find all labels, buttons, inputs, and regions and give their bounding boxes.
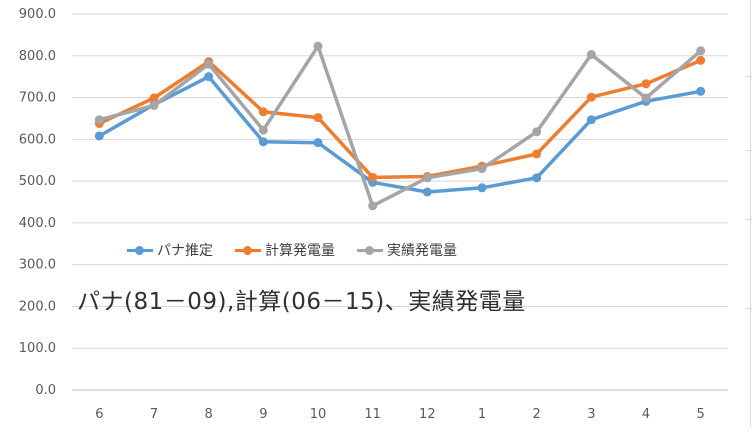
data-point-series-0 <box>258 137 268 147</box>
legend-item-series-1: 計算発電量 <box>235 240 335 260</box>
series-lines <box>94 41 706 211</box>
right-border-line <box>750 0 751 427</box>
x-tick-label: 11 <box>364 407 381 422</box>
y-tick-label: 900.0 <box>19 7 56 22</box>
data-point-series-2 <box>258 125 268 135</box>
data-point-series-0 <box>422 187 432 197</box>
x-tick-label: 7 <box>150 407 158 422</box>
x-tick-label: 5 <box>697 407 705 422</box>
data-point-series-1 <box>696 55 706 65</box>
data-point-series-1 <box>368 172 378 182</box>
legend-item-series-0: パナ推定 <box>127 240 213 260</box>
y-tick-label: 200.0 <box>19 299 56 314</box>
series-2 <box>94 41 706 211</box>
data-point-series-0 <box>313 138 323 148</box>
data-point-series-2 <box>94 115 104 125</box>
data-point-series-2 <box>368 201 378 211</box>
data-point-series-1 <box>313 113 323 123</box>
data-point-series-1 <box>641 79 651 89</box>
y-tick-label: 300.0 <box>19 258 56 273</box>
data-point-series-0 <box>532 173 542 183</box>
chart-annotation: パナ(81－09),計算(06－15)、実績発電量 <box>77 289 526 315</box>
y-tick-label: 500.0 <box>19 174 56 189</box>
x-axis-tick-labels: 6 7 8 9 10 11 12 1 2 3 4 5 <box>95 407 705 422</box>
y-tick-label: 0.0 <box>35 383 56 398</box>
data-point-series-2 <box>422 173 432 183</box>
data-point-series-2 <box>586 50 596 60</box>
x-tick-label: 8 <box>205 407 213 422</box>
legend-item-series-2: 実績発電量 <box>357 240 457 260</box>
data-point-series-2 <box>204 59 214 69</box>
data-point-series-0 <box>94 131 104 141</box>
right-border-tick <box>746 219 752 220</box>
legend-swatch-series-0 <box>127 245 153 255</box>
data-point-series-2 <box>313 41 323 51</box>
right-border-tick <box>746 150 752 151</box>
data-point-series-1 <box>149 93 159 103</box>
x-tick-label: 12 <box>419 407 436 422</box>
y-tick-label: 400.0 <box>19 216 56 231</box>
data-point-series-0 <box>586 115 596 125</box>
data-point-series-2 <box>477 164 487 174</box>
legend-label-series-2: 実績発電量 <box>387 243 457 259</box>
gridlines <box>72 13 728 391</box>
data-point-series-2 <box>149 100 159 110</box>
data-point-series-1 <box>586 92 596 102</box>
x-tick-label: 1 <box>478 407 486 422</box>
y-tick-label: 800.0 <box>19 49 56 64</box>
data-point-series-2 <box>696 46 706 56</box>
series-1 <box>94 55 706 182</box>
x-tick-label: 2 <box>533 407 541 422</box>
x-tick-label: 10 <box>310 407 327 422</box>
y-tick-label: 600.0 <box>19 132 56 147</box>
legend-label-series-1: 計算発電量 <box>265 243 335 259</box>
right-border-tick <box>746 308 752 309</box>
data-point-series-0 <box>696 86 706 96</box>
data-point-series-0 <box>477 183 487 193</box>
data-point-series-2 <box>532 127 542 137</box>
data-point-series-2 <box>641 93 651 103</box>
data-point-series-1 <box>532 149 542 159</box>
data-point-series-0 <box>204 72 214 82</box>
chart-legend: パナ推定 計算発電量 実績発電量 <box>127 240 457 260</box>
y-axis-tick-labels: 0.0 100.0 200.0 300.0 400.0 500.0 600.0 700.0 80… <box>19 7 56 398</box>
y-tick-label: 700.0 <box>19 91 56 106</box>
legend-swatch-series-2 <box>357 245 383 255</box>
legend-swatch-series-1 <box>235 245 261 255</box>
x-tick-label: 6 <box>95 407 103 422</box>
series-line-0 <box>97 74 703 194</box>
y-tick-label: 100.0 <box>19 341 56 356</box>
data-point-series-1 <box>258 107 268 117</box>
x-tick-label: 9 <box>259 407 267 422</box>
series-line-2 <box>97 44 703 208</box>
x-tick-label: 3 <box>587 407 595 422</box>
x-tick-label: 4 <box>642 407 650 422</box>
series-line-1 <box>97 58 703 180</box>
legend-label-series-0: パナ推定 <box>157 243 213 259</box>
right-border-tick <box>746 76 752 77</box>
